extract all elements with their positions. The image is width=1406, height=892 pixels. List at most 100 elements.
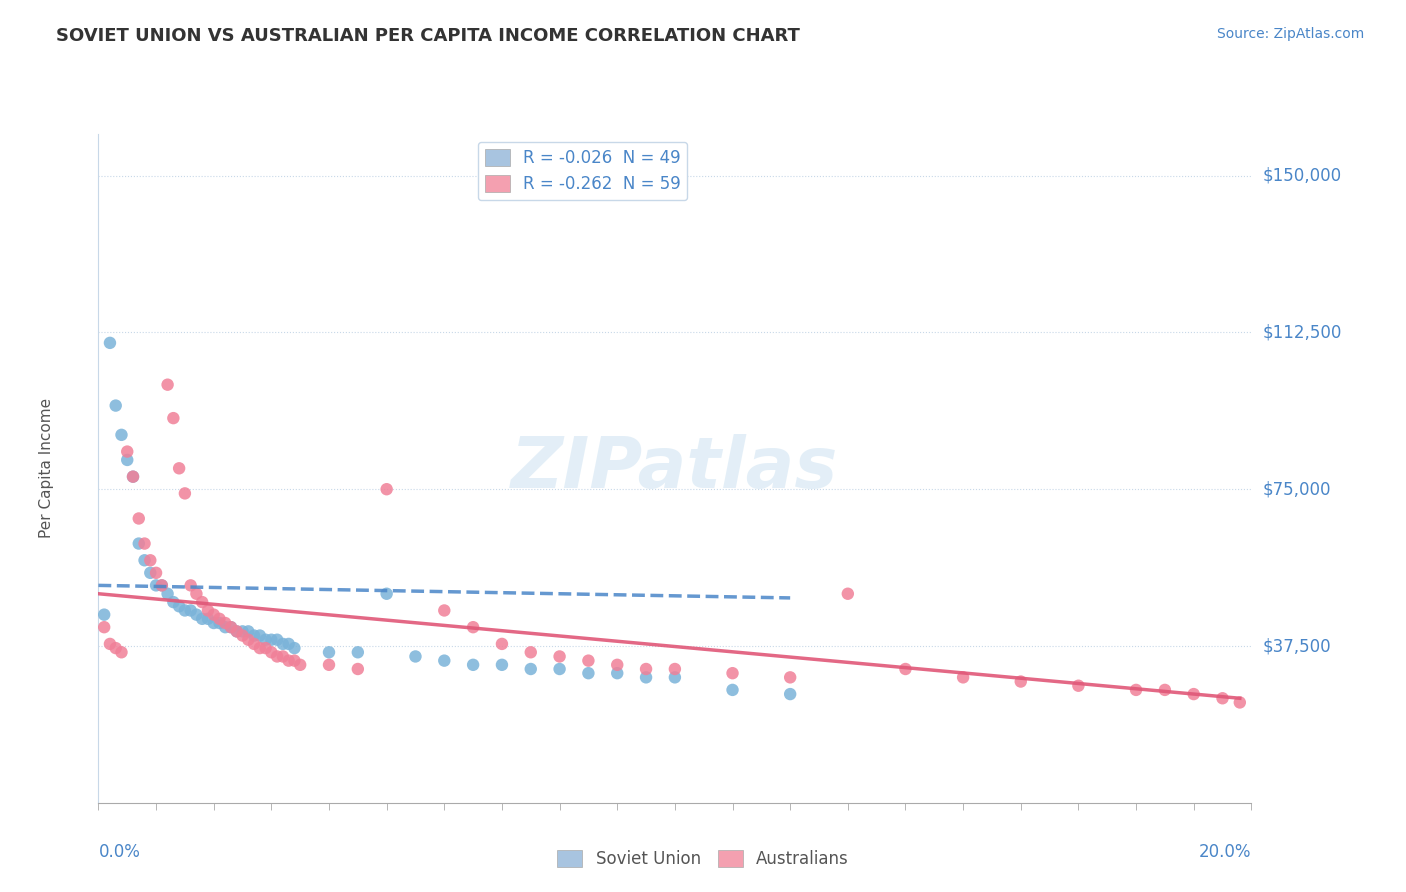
- Point: [578, 654, 600, 668]
- Point: [225, 624, 247, 639]
- Point: [128, 511, 150, 525]
- Point: [548, 662, 571, 676]
- Point: [191, 595, 214, 609]
- Point: [180, 603, 202, 617]
- Point: [249, 641, 271, 656]
- Point: [231, 624, 254, 639]
- Point: [375, 587, 398, 601]
- Text: $75,000: $75,000: [1263, 480, 1331, 499]
- Point: [128, 536, 150, 550]
- Point: [779, 670, 801, 684]
- Point: [186, 607, 208, 622]
- Point: [894, 662, 917, 676]
- Point: [162, 411, 184, 425]
- Point: [202, 615, 225, 630]
- Point: [636, 662, 658, 676]
- Point: [139, 566, 162, 580]
- Point: [277, 654, 299, 668]
- Point: [145, 578, 167, 592]
- Point: [1125, 682, 1147, 697]
- Point: [225, 624, 247, 639]
- Point: [156, 377, 179, 392]
- Point: [180, 578, 202, 592]
- Point: [271, 637, 294, 651]
- Point: [134, 536, 156, 550]
- Point: [346, 645, 368, 659]
- Point: [1229, 696, 1251, 710]
- Point: [197, 603, 219, 617]
- Point: [491, 657, 513, 672]
- Point: [243, 628, 266, 642]
- Point: [491, 637, 513, 651]
- Point: [266, 649, 288, 664]
- Point: [283, 641, 305, 656]
- Point: [93, 607, 115, 622]
- Point: [548, 649, 571, 664]
- Point: [779, 687, 801, 701]
- Point: [664, 670, 686, 684]
- Legend: Soviet Union, Australians: Soviet Union, Australians: [551, 843, 855, 875]
- Point: [104, 399, 127, 413]
- Point: [837, 587, 859, 601]
- Text: ZIPatlas: ZIPatlas: [512, 434, 838, 503]
- Point: [110, 645, 132, 659]
- Point: [197, 612, 219, 626]
- Point: [122, 469, 145, 483]
- Point: [93, 620, 115, 634]
- Point: [520, 645, 543, 659]
- Point: [290, 657, 312, 672]
- Point: [721, 682, 744, 697]
- Point: [375, 482, 398, 496]
- Point: [249, 628, 271, 642]
- Point: [231, 628, 254, 642]
- Point: [283, 654, 305, 668]
- Point: [271, 649, 294, 664]
- Point: [1010, 674, 1032, 689]
- Point: [98, 637, 121, 651]
- Point: [243, 637, 266, 651]
- Point: [578, 666, 600, 681]
- Point: [1212, 691, 1234, 706]
- Point: [1153, 682, 1175, 697]
- Legend: R = -0.026  N = 49, R = -0.262  N = 59: R = -0.026 N = 49, R = -0.262 N = 59: [478, 142, 688, 200]
- Point: [254, 632, 277, 647]
- Point: [254, 641, 277, 656]
- Point: [461, 620, 484, 634]
- Point: [520, 662, 543, 676]
- Point: [606, 657, 628, 672]
- Point: [219, 620, 242, 634]
- Text: 0.0%: 0.0%: [98, 843, 141, 861]
- Point: [664, 662, 686, 676]
- Point: [606, 666, 628, 681]
- Point: [721, 666, 744, 681]
- Point: [145, 566, 167, 580]
- Point: [260, 645, 283, 659]
- Point: [219, 620, 242, 634]
- Point: [191, 612, 214, 626]
- Point: [1067, 679, 1090, 693]
- Point: [208, 615, 231, 630]
- Point: [214, 620, 236, 634]
- Point: [433, 603, 456, 617]
- Text: $112,500: $112,500: [1263, 324, 1341, 342]
- Point: [346, 662, 368, 676]
- Point: [318, 645, 340, 659]
- Point: [238, 632, 260, 647]
- Point: [139, 553, 162, 567]
- Text: $150,000: $150,000: [1263, 167, 1341, 185]
- Point: [104, 641, 127, 656]
- Point: [167, 461, 190, 475]
- Text: $37,500: $37,500: [1263, 637, 1331, 655]
- Point: [266, 632, 288, 647]
- Point: [277, 637, 299, 651]
- Point: [238, 624, 260, 639]
- Point: [952, 670, 974, 684]
- Point: [150, 578, 173, 592]
- Point: [174, 486, 197, 500]
- Text: Source: ZipAtlas.com: Source: ZipAtlas.com: [1216, 27, 1364, 41]
- Point: [122, 469, 145, 483]
- Point: [117, 453, 138, 467]
- Point: [117, 444, 138, 458]
- Point: [167, 599, 190, 614]
- Point: [174, 603, 197, 617]
